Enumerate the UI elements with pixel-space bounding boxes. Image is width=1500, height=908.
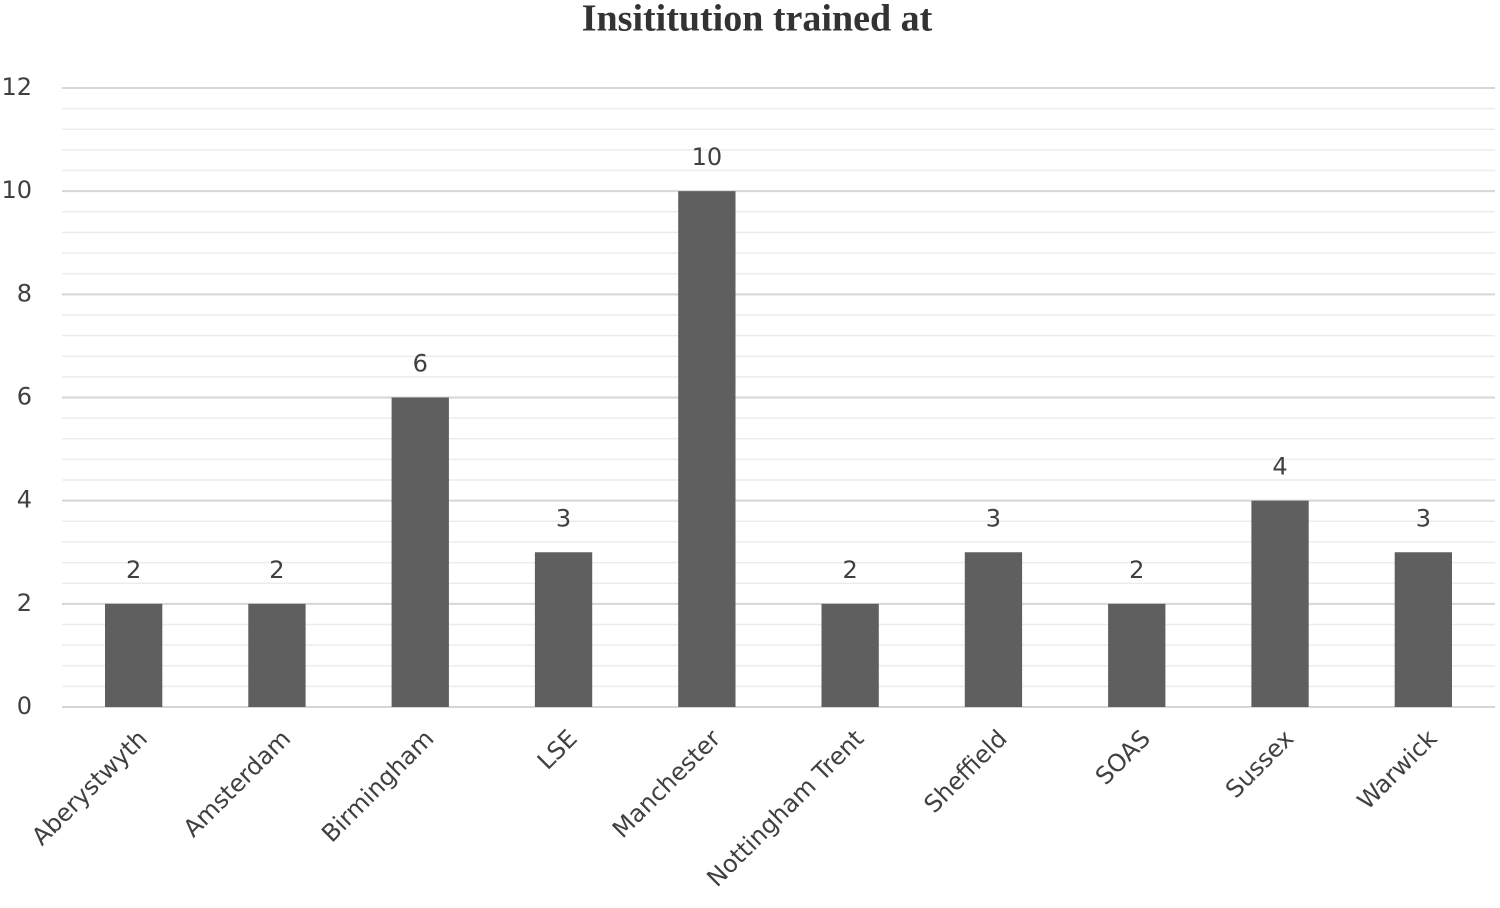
y-tick-label: 2 <box>17 589 32 617</box>
x-tick-label: Birmingham <box>316 724 439 847</box>
y-tick-label: 12 <box>1 73 32 101</box>
bar <box>821 603 879 707</box>
y-tick-label: 4 <box>17 486 32 514</box>
bar <box>678 191 736 707</box>
x-tick-label: Nottingham Trent <box>702 724 870 892</box>
bar <box>391 397 449 707</box>
value-label: 2 <box>1129 556 1144 584</box>
x-tick-label: Aberystwyth <box>26 724 152 850</box>
value-label: 2 <box>843 556 858 584</box>
bar <box>248 603 306 707</box>
bar <box>964 552 1023 707</box>
bar <box>534 552 593 707</box>
value-label: 3 <box>556 504 571 532</box>
value-label: 10 <box>692 143 723 171</box>
value-label: 3 <box>986 504 1001 532</box>
x-tick-label: SOAS <box>1090 724 1156 790</box>
x-tick-label: Sussex <box>1220 724 1299 803</box>
y-tick-label: 10 <box>1 176 32 204</box>
x-tick-label: LSE <box>532 724 583 775</box>
bar <box>1394 552 1453 707</box>
bar <box>1251 500 1309 707</box>
y-tick-label: 0 <box>17 692 32 720</box>
bar <box>1108 603 1166 707</box>
bar <box>104 603 163 707</box>
x-tick-label: Warwick <box>1352 724 1443 815</box>
x-tick-label: Manchester <box>607 724 726 843</box>
value-label: 2 <box>126 556 141 584</box>
chart-title: Insititution trained at <box>582 0 933 40</box>
x-tick-label: Amsterdam <box>178 724 296 842</box>
y-tick-label: 6 <box>17 383 32 411</box>
value-label: 2 <box>269 556 284 584</box>
y-tick-label: 8 <box>17 279 32 307</box>
x-tick-label: Sheffield <box>919 724 1013 818</box>
value-label: 3 <box>1416 504 1431 532</box>
value-label: 6 <box>413 350 428 378</box>
value-label: 4 <box>1272 453 1287 481</box>
